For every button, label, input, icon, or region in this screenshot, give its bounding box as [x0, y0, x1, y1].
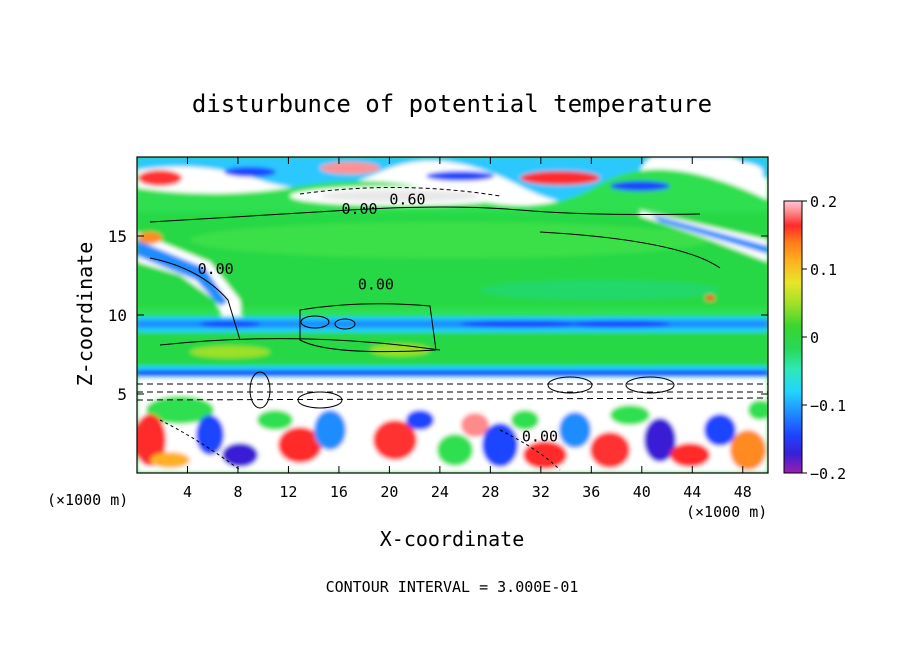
x-tick-label: 44 — [683, 483, 701, 501]
chart-title: disturbunce of potential temperature — [192, 90, 712, 118]
contour-label: 0.00 — [522, 427, 558, 445]
x-tick-label: 16 — [330, 483, 348, 501]
contour-label: 0.00 — [358, 276, 394, 294]
x-tick-label: 4 — [183, 483, 192, 501]
colorbar-tick-label: −0.2 — [810, 465, 846, 483]
x-unit-right: (×1000 m) — [686, 503, 767, 521]
y-tick-label: 15 — [108, 227, 127, 246]
x-tick-label: 40 — [633, 483, 651, 501]
x-tick-label: 24 — [431, 483, 449, 501]
x-tick-label: 32 — [532, 483, 550, 501]
colorbar — [783, 200, 803, 474]
x-tick-label: 8 — [233, 483, 242, 501]
x-tick-label: 28 — [481, 483, 499, 501]
colorbar-tick-label: −0.1 — [810, 397, 846, 415]
y-axis-label: Z-coordinate — [73, 242, 97, 387]
contour-interval-note: CONTOUR INTERVAL = 3.000E-01 — [326, 578, 579, 596]
contour-lines — [137, 186, 768, 471]
y-tick-label: 5 — [117, 385, 127, 404]
colorbar-tick-label: 0 — [810, 329, 819, 347]
contour-label: 0.60 — [389, 190, 425, 208]
x-unit-left: (×1000 m) — [47, 491, 128, 509]
colorbar-tick-label: 0.2 — [810, 193, 837, 211]
x-tick-label: 36 — [582, 483, 600, 501]
x-tick-label: 48 — [734, 483, 752, 501]
y-tick-label: 10 — [108, 306, 127, 325]
x-tick-label: 12 — [279, 483, 297, 501]
contour-label: 0.00 — [341, 200, 377, 218]
contour-label: 0.00 — [198, 260, 234, 278]
colorbar-tick-label: 0.1 — [810, 261, 837, 279]
colorbar-labels: 0.2 0.1 0 −0.1 −0.2 — [802, 193, 846, 483]
x-tick-label: 20 — [380, 483, 398, 501]
contour-label-layer: 0.00 0.60 0.00 0.00 0.00 — [198, 190, 558, 445]
x-axis-label: X-coordinate — [380, 527, 525, 551]
heatmap-field — [137, 157, 768, 473]
